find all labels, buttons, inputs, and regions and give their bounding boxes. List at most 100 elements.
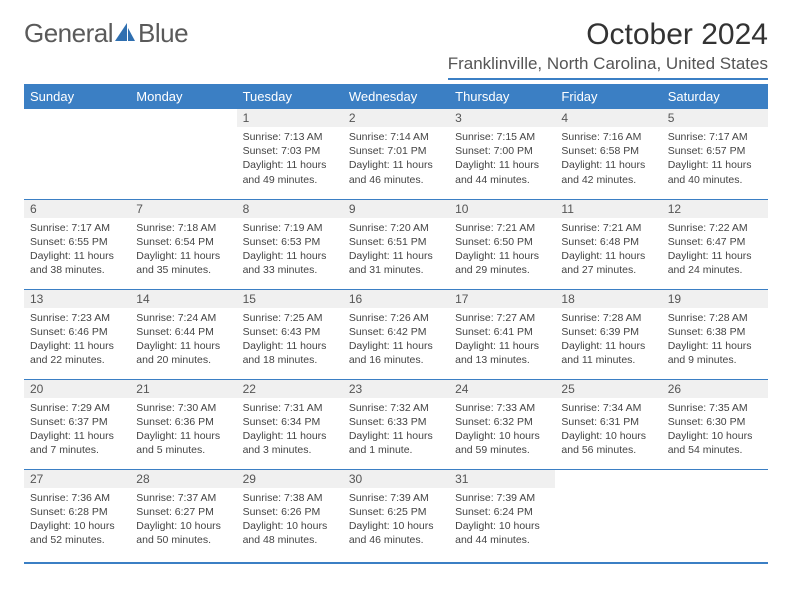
- sunset-text: Sunset: 6:57 PM: [668, 144, 762, 158]
- day-number: 15: [237, 290, 343, 308]
- weekday-row: SundayMondayTuesdayWednesdayThursdayFrid…: [24, 84, 768, 109]
- sunrise-text: Sunrise: 7:17 AM: [668, 130, 762, 144]
- calendar-cell: 7Sunrise: 7:18 AMSunset: 6:54 PMDaylight…: [130, 199, 236, 289]
- sunrise-text: Sunrise: 7:26 AM: [349, 311, 443, 325]
- day-body: Sunrise: 7:31 AMSunset: 6:34 PMDaylight:…: [237, 398, 343, 462]
- day-body: Sunrise: 7:14 AMSunset: 7:01 PMDaylight:…: [343, 127, 449, 191]
- sunrise-text: Sunrise: 7:21 AM: [561, 221, 655, 235]
- day-number: 19: [662, 290, 768, 308]
- daylight-text: Daylight: 10 hours and 48 minutes.: [243, 519, 337, 547]
- day-body: Sunrise: 7:18 AMSunset: 6:54 PMDaylight:…: [130, 218, 236, 282]
- day-body: Sunrise: 7:17 AMSunset: 6:57 PMDaylight:…: [662, 127, 768, 191]
- sunrise-text: Sunrise: 7:39 AM: [455, 491, 549, 505]
- sunset-text: Sunset: 6:46 PM: [30, 325, 124, 339]
- daylight-text: Daylight: 11 hours and 7 minutes.: [30, 429, 124, 457]
- sunrise-text: Sunrise: 7:27 AM: [455, 311, 549, 325]
- day-number: 16: [343, 290, 449, 308]
- day-number: 18: [555, 290, 661, 308]
- sunset-text: Sunset: 7:03 PM: [243, 144, 337, 158]
- sunset-text: Sunset: 6:50 PM: [455, 235, 549, 249]
- day-number: 10: [449, 200, 555, 218]
- sunrise-text: Sunrise: 7:36 AM: [30, 491, 124, 505]
- day-body: Sunrise: 7:33 AMSunset: 6:32 PMDaylight:…: [449, 398, 555, 462]
- daylight-text: Daylight: 11 hours and 33 minutes.: [243, 249, 337, 277]
- sunset-text: Sunset: 6:43 PM: [243, 325, 337, 339]
- calendar-cell: 6Sunrise: 7:17 AMSunset: 6:55 PMDaylight…: [24, 199, 130, 289]
- daylight-text: Daylight: 11 hours and 20 minutes.: [136, 339, 230, 367]
- day-body: Sunrise: 7:37 AMSunset: 6:27 PMDaylight:…: [130, 488, 236, 552]
- calendar-cell: 8 Sunrise: 7:19 AMSunset: 6:53 PMDaylight…: [237, 199, 343, 289]
- day-body: Sunrise: 7:17 AMSunset: 6:55 PMDaylight:…: [24, 218, 130, 282]
- sunrise-text: Sunrise: 7:13 AM: [243, 130, 337, 144]
- daylight-text: Daylight: 11 hours and 9 minutes.: [668, 339, 762, 367]
- day-body: Sunrise: 7:29 AMSunset: 6:37 PMDaylight:…: [24, 398, 130, 462]
- sunrise-text: Sunrise: 7:30 AM: [136, 401, 230, 415]
- sunrise-text: Sunrise: 7:33 AM: [455, 401, 549, 415]
- sunrise-text: Sunrise: 7:18 AM: [136, 221, 230, 235]
- day-number: 9: [343, 200, 449, 218]
- sunrise-text: Sunrise: 7:38 AM: [243, 491, 337, 505]
- day-body: Sunrise: 7:35 AMSunset: 6:30 PMDaylight:…: [662, 398, 768, 462]
- calendar-cell: 1Sunrise: 7:13 AMSunset: 7:03 PMDaylight…: [237, 109, 343, 199]
- calendar-cell: 28Sunrise: 7:37 AMSunset: 6:27 PMDayligh…: [130, 469, 236, 563]
- sunset-text: Sunset: 6:30 PM: [668, 415, 762, 429]
- weekday-header: Monday: [130, 84, 236, 109]
- daylight-text: Daylight: 11 hours and 13 minutes.: [455, 339, 549, 367]
- calendar-cell: 17Sunrise: 7:27 AMSunset: 6:41 PMDayligh…: [449, 289, 555, 379]
- sunset-text: Sunset: 6:36 PM: [136, 415, 230, 429]
- day-body: Sunrise: 7:21 AMSunset: 6:48 PMDaylight:…: [555, 218, 661, 282]
- daylight-text: Daylight: 11 hours and 49 minutes.: [243, 158, 337, 186]
- day-body: Sunrise: 7:21 AMSunset: 6:50 PMDaylight:…: [449, 218, 555, 282]
- day-body: Sunrise: 7:26 AMSunset: 6:42 PMDaylight:…: [343, 308, 449, 372]
- weekday-header: Saturday: [662, 84, 768, 109]
- daylight-text: Daylight: 10 hours and 59 minutes.: [455, 429, 549, 457]
- weekday-header: Wednesday: [343, 84, 449, 109]
- sunset-text: Sunset: 6:25 PM: [349, 505, 443, 519]
- sunset-text: Sunset: 6:32 PM: [455, 415, 549, 429]
- sunrise-text: Sunrise: 7:23 AM: [30, 311, 124, 325]
- sunrise-text: Sunrise: 7:22 AM: [668, 221, 762, 235]
- calendar-cell: 23Sunrise: 7:32 AMSunset: 6:33 PMDayligh…: [343, 379, 449, 469]
- sunset-text: Sunset: 6:41 PM: [455, 325, 549, 339]
- sunrise-text: Sunrise: 7:17 AM: [30, 221, 124, 235]
- calendar-row: 1Sunrise: 7:13 AMSunset: 7:03 PMDaylight…: [24, 109, 768, 199]
- calendar-cell: 24Sunrise: 7:33 AMSunset: 6:32 PMDayligh…: [449, 379, 555, 469]
- calendar-cell: 10Sunrise: 7:21 AMSunset: 6:50 PMDayligh…: [449, 199, 555, 289]
- day-body: Sunrise: 7:28 AMSunset: 6:38 PMDaylight:…: [662, 308, 768, 372]
- calendar-cell: 19Sunrise: 7:28 AMSunset: 6:38 PMDayligh…: [662, 289, 768, 379]
- day-body: Sunrise: 7:20 AMSunset: 6:51 PMDaylight:…: [343, 218, 449, 282]
- daylight-text: Daylight: 11 hours and 3 minutes.: [243, 429, 337, 457]
- day-number: 23: [343, 380, 449, 398]
- day-number: 8: [237, 200, 343, 218]
- daylight-text: Daylight: 11 hours and 22 minutes.: [30, 339, 124, 367]
- day-body: Sunrise: 7:15 AMSunset: 7:00 PMDaylight:…: [449, 127, 555, 191]
- calendar-table: SundayMondayTuesdayWednesdayThursdayFrid…: [24, 84, 768, 564]
- daylight-text: Daylight: 10 hours and 52 minutes.: [30, 519, 124, 547]
- day-body: Sunrise: 7:25 AMSunset: 6:43 PMDaylight:…: [237, 308, 343, 372]
- sunrise-text: Sunrise: 7:25 AM: [243, 311, 337, 325]
- day-body: Sunrise: 7:36 AMSunset: 6:28 PMDaylight:…: [24, 488, 130, 552]
- day-body: Sunrise: 7:32 AMSunset: 6:33 PMDaylight:…: [343, 398, 449, 462]
- sunrise-text: Sunrise: 7:19 AM: [243, 221, 337, 235]
- sunset-text: Sunset: 6:47 PM: [668, 235, 762, 249]
- sunset-text: Sunset: 6:39 PM: [561, 325, 655, 339]
- calendar-row: 13Sunrise: 7:23 AMSunset: 6:46 PMDayligh…: [24, 289, 768, 379]
- day-body: Sunrise: 7:38 AMSunset: 6:26 PMDaylight:…: [237, 488, 343, 552]
- calendar-cell: 3Sunrise: 7:15 AMSunset: 7:00 PMDaylight…: [449, 109, 555, 199]
- sunrise-text: Sunrise: 7:28 AM: [668, 311, 762, 325]
- sunrise-text: Sunrise: 7:29 AM: [30, 401, 124, 415]
- sunrise-text: Sunrise: 7:14 AM: [349, 130, 443, 144]
- calendar-cell: 5Sunrise: 7:17 AMSunset: 6:57 PMDaylight…: [662, 109, 768, 199]
- daylight-text: Daylight: 10 hours and 56 minutes.: [561, 429, 655, 457]
- day-number: 25: [555, 380, 661, 398]
- sail-icon: [114, 18, 136, 49]
- calendar-cell: 4Sunrise: 7:16 AMSunset: 6:58 PMDaylight…: [555, 109, 661, 199]
- weekday-header: Friday: [555, 84, 661, 109]
- brand-word-2: Blue: [138, 18, 188, 49]
- sunset-text: Sunset: 6:28 PM: [30, 505, 124, 519]
- calendar-cell: 18Sunrise: 7:28 AMSunset: 6:39 PMDayligh…: [555, 289, 661, 379]
- sunset-text: Sunset: 6:53 PM: [243, 235, 337, 249]
- daylight-text: Daylight: 11 hours and 35 minutes.: [136, 249, 230, 277]
- day-number: 13: [24, 290, 130, 308]
- sunset-text: Sunset: 7:01 PM: [349, 144, 443, 158]
